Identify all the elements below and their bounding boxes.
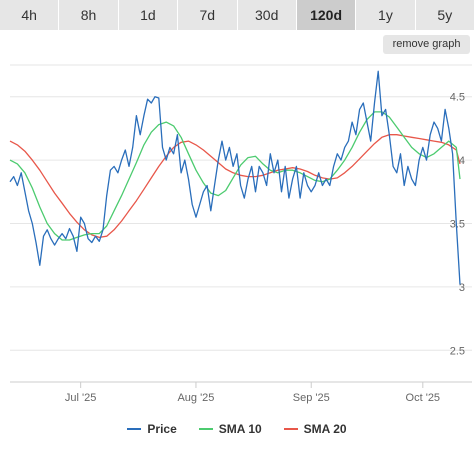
time-range-tabs: 4h 8h 1d 7d 30d 120d 1y 5y [0,0,474,30]
series-line-sma-20 [9,134,461,239]
tab-30d[interactable]: 30d [237,0,297,30]
remove-graph-button[interactable]: remove graph [383,35,470,54]
legend-item-price[interactable]: Price [127,422,177,436]
legend-item-sma-20[interactable]: SMA 20 [283,422,347,436]
legend-label: SMA 10 [218,422,262,436]
tab-7d[interactable]: 7d [178,0,238,30]
y-tick-label: 4.5 [450,92,465,104]
legend-swatch [127,428,142,430]
legend-label: Price [147,422,177,436]
x-tick-label: Aug '25 [177,392,214,404]
price-chart: 2.5 3 3.5 4 4.5 Jul '25 Aug '25 Sep '25 Oct '25 [9,64,472,404]
legend-swatch [283,428,298,430]
y-tick-label: 3 [459,282,465,294]
tab-120d[interactable]: 120d [296,0,357,30]
y-tick-label: 2.5 [450,345,465,357]
x-tick-label: Sep '25 [293,392,330,404]
tab-5y[interactable]: 5y [415,0,474,30]
legend-label: SMA 20 [303,422,347,436]
tab-4h[interactable]: 4h [0,0,60,30]
tab-1y[interactable]: 1y [356,0,416,30]
tab-8h[interactable]: 8h [59,0,119,30]
series-line-sma-10 [9,111,461,241]
tab-1d[interactable]: 1d [118,0,179,30]
legend-swatch [198,428,213,430]
legend-item-sma-10[interactable]: SMA 10 [198,422,262,436]
chart-legend: Price SMA 10 SMA 20 [0,418,474,440]
x-tick-label: Jul '25 [65,392,96,404]
y-tick-label: 4 [459,155,465,167]
x-tick-label: Oct '25 [406,392,441,404]
series-line-price [9,70,461,285]
y-tick-label: 3.5 [450,219,465,231]
